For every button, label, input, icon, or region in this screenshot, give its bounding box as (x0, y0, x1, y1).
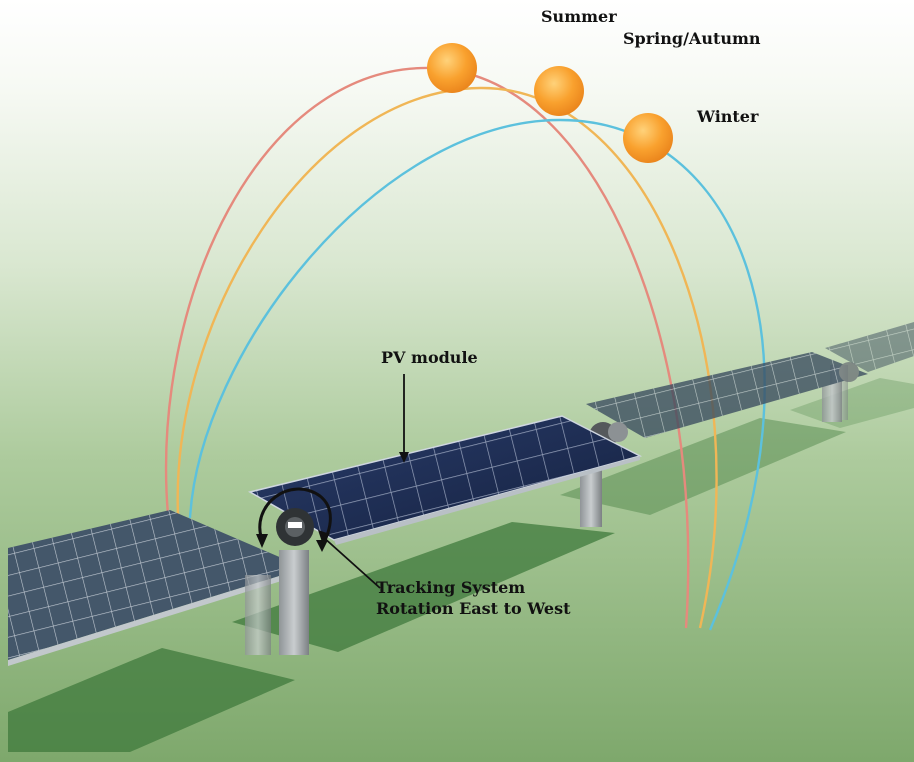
pv-module-panel (247, 415, 643, 545)
suns (427, 43, 673, 163)
near-panel (8, 510, 307, 666)
rotation-arrow-icon (258, 487, 332, 547)
pv-module-label: PV module (381, 348, 478, 367)
tracking-label-line1: Tracking System (376, 578, 526, 597)
summer-label: Summer (541, 7, 617, 26)
spring-autumn-sun (534, 66, 584, 116)
callout-lines (318, 374, 409, 589)
winter-label: Winter (697, 107, 759, 126)
summer-sun (427, 43, 477, 93)
winter-sun (623, 113, 673, 163)
tracker-post (245, 487, 332, 655)
spring-autumn-label: Spring/Autumn (623, 29, 761, 48)
mid-panel (586, 352, 868, 438)
ground-shadows (8, 378, 914, 752)
tracking-label-line2: Rotation East to West (376, 599, 571, 618)
tracking-system-label: Tracking System Rotation East to West (376, 577, 570, 619)
